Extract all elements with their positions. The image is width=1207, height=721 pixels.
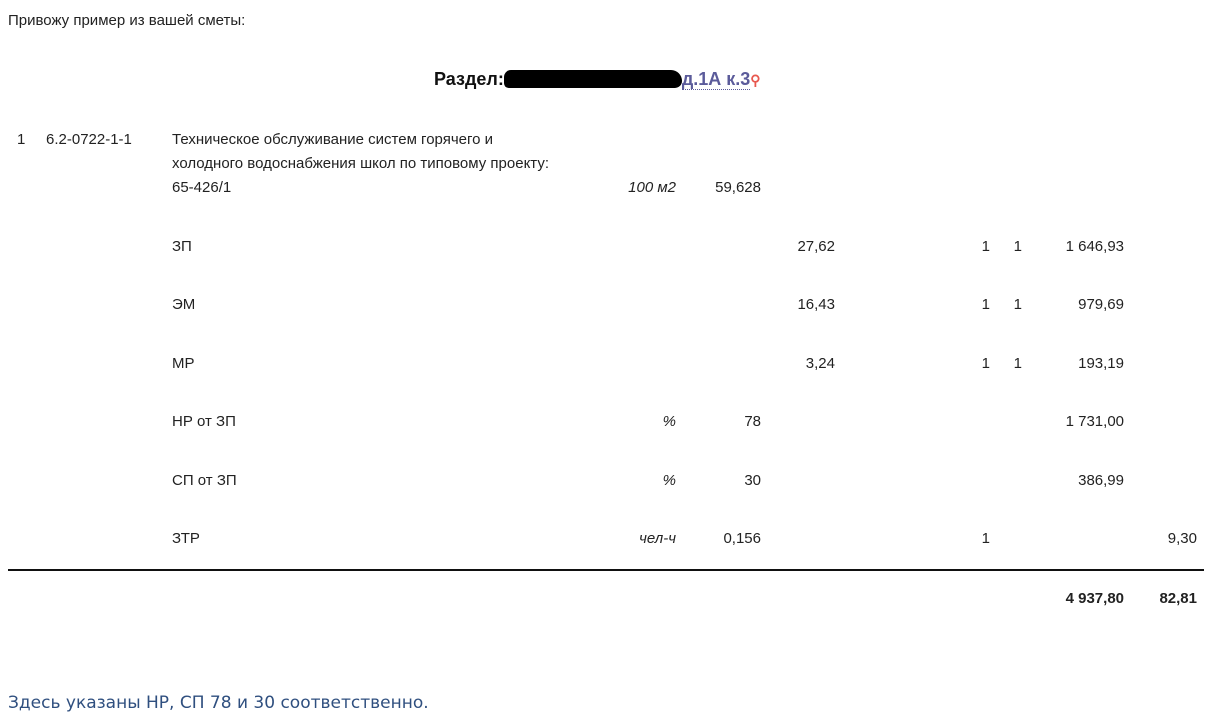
row-price: 27,62 bbox=[797, 238, 835, 255]
map-pin-icon[interactable]: ⚲ bbox=[750, 72, 761, 88]
row-k1: 1 bbox=[981, 355, 990, 372]
item-unit: 100 м2 bbox=[628, 179, 676, 196]
item-qty: 59,628 bbox=[715, 179, 761, 196]
row-name: СП от ЗП bbox=[172, 472, 237, 489]
row-extra: 9,30 bbox=[1167, 530, 1197, 547]
address-link[interactable]: д.1А к.3 bbox=[681, 69, 751, 90]
footer-note: Здесь указаны НР, СП 78 и 30 соответстве… bbox=[8, 693, 429, 713]
item-number: 1 bbox=[17, 131, 26, 148]
item-name: Техническое обслуживание систем горячего… bbox=[172, 131, 550, 196]
row-unit: % bbox=[662, 413, 676, 430]
row-k2: 1 bbox=[1013, 355, 1022, 372]
row-k1: 1 bbox=[981, 296, 990, 313]
row-total: 386,99 bbox=[1078, 472, 1124, 489]
row-name: НР от ЗП bbox=[172, 413, 236, 430]
item-code: 6.2-0722-1-1 bbox=[46, 131, 132, 148]
row-k1: 1 bbox=[981, 238, 990, 255]
row-total: 193,19 bbox=[1078, 355, 1124, 372]
row-k2: 1 bbox=[1013, 296, 1022, 313]
row-qty: 0,156 bbox=[723, 530, 761, 547]
row-name: ЗТР bbox=[172, 530, 200, 547]
total-labor: 82,81 bbox=[1159, 590, 1197, 607]
divider bbox=[8, 569, 1204, 571]
row-price: 16,43 bbox=[797, 296, 835, 313]
row-unit: чел-ч bbox=[639, 530, 676, 547]
row-total: 1 646,93 bbox=[1065, 238, 1124, 255]
redacted-text bbox=[503, 70, 682, 88]
row-name: МР bbox=[172, 355, 195, 372]
row-k2: 1 bbox=[1013, 238, 1022, 255]
row-unit: % bbox=[662, 472, 676, 489]
row-name: ЭМ bbox=[172, 296, 196, 313]
address-text: д.1А к.3 bbox=[681, 69, 751, 89]
row-name: ЗП bbox=[172, 238, 192, 255]
row-k1: 1 bbox=[981, 530, 990, 547]
section-heading: Раздел: д.1А к.3⚲ bbox=[434, 68, 761, 91]
row-total: 979,69 bbox=[1078, 296, 1124, 313]
row-total: 1 731,00 bbox=[1065, 413, 1124, 430]
intro-text: Привожу пример из вашей сметы: bbox=[8, 12, 246, 29]
row-qty: 78 bbox=[744, 413, 761, 430]
section-label: Раздел: bbox=[434, 69, 504, 89]
row-qty: 30 bbox=[744, 472, 761, 489]
total-sum: 4 937,80 bbox=[1065, 590, 1124, 607]
row-price: 3,24 bbox=[805, 355, 835, 372]
